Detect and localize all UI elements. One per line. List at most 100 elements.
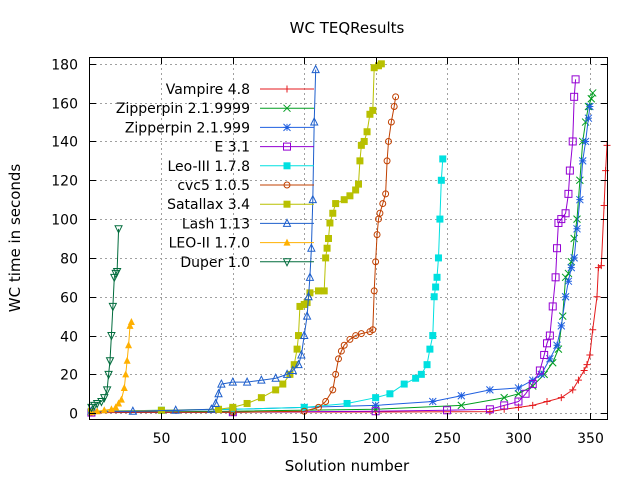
data-point xyxy=(426,345,434,353)
data-point xyxy=(112,403,120,411)
data-point xyxy=(128,406,138,415)
data-point xyxy=(371,401,380,410)
x-tick-label: 200 xyxy=(363,431,390,447)
legend-label: Vampire 4.8 xyxy=(166,82,250,98)
data-point xyxy=(528,380,537,389)
data-point xyxy=(115,399,123,407)
legend-label: E 3.1 xyxy=(214,140,250,156)
data-point xyxy=(429,332,437,340)
y-axis-label: WC time in seconds xyxy=(6,164,24,313)
legend-entry: Leo-III 1.7.8 xyxy=(167,159,314,175)
data-point xyxy=(305,272,315,281)
data-point xyxy=(540,350,549,359)
data-point xyxy=(92,399,102,409)
x-tick-label: 300 xyxy=(505,431,532,447)
legend-entry: Zipperpin 2.1.9999 xyxy=(116,101,314,117)
data-point xyxy=(257,375,266,384)
data-point xyxy=(574,376,582,384)
data-point xyxy=(576,176,584,185)
data-point xyxy=(385,137,392,145)
data-point xyxy=(514,397,523,406)
data-point xyxy=(412,374,420,382)
data-point xyxy=(430,293,438,301)
legend-label: Satallax 3.4 xyxy=(167,197,250,213)
data-point xyxy=(122,370,130,378)
data-point xyxy=(561,273,570,282)
data-point xyxy=(302,311,312,320)
data-point xyxy=(573,215,581,223)
data-point xyxy=(286,370,294,378)
data-point xyxy=(580,366,588,374)
data-point xyxy=(123,356,131,364)
data-point xyxy=(439,155,447,163)
data-point xyxy=(593,293,601,301)
y-tick-label: 60 xyxy=(60,291,78,307)
data-point xyxy=(570,92,579,101)
data-point xyxy=(340,341,348,349)
x-tick-label: 150 xyxy=(291,431,318,447)
data-point xyxy=(400,380,408,388)
data-point xyxy=(120,383,128,391)
x-axis-label: Solution number xyxy=(285,457,410,475)
data-point xyxy=(369,326,377,334)
data-point xyxy=(346,335,354,343)
data-point xyxy=(214,388,223,398)
data-point xyxy=(293,345,301,353)
data-point xyxy=(548,358,557,367)
data-point xyxy=(346,192,354,200)
x-tick-label: 350 xyxy=(577,431,604,447)
data-point xyxy=(337,347,345,355)
legend-entry: Duper 1.0 xyxy=(180,255,314,271)
y-tick-label: 180 xyxy=(51,58,78,74)
data-point xyxy=(548,302,557,311)
data-point xyxy=(112,267,122,277)
data-point xyxy=(207,404,216,413)
legend-entry: Zipperpin 2.1.999 xyxy=(125,120,314,136)
data-point xyxy=(279,380,287,388)
series-line xyxy=(91,106,591,413)
data-point xyxy=(576,195,584,204)
data-point xyxy=(322,398,330,406)
data-point xyxy=(545,331,554,340)
data-point xyxy=(104,370,113,380)
data-point xyxy=(457,401,466,410)
data-point xyxy=(529,401,537,409)
y-tick-label: 140 xyxy=(51,135,78,151)
data-point xyxy=(557,394,565,402)
data-point xyxy=(567,263,576,272)
data-point xyxy=(311,64,320,74)
data-point xyxy=(303,299,311,307)
data-point xyxy=(373,231,381,239)
legend-marker xyxy=(282,218,292,227)
legend-entry: cvc5 1.0.5 xyxy=(177,178,314,194)
data-point xyxy=(294,359,303,369)
data-point xyxy=(100,406,108,414)
data-point xyxy=(108,302,118,312)
data-point xyxy=(553,244,562,253)
data-point xyxy=(557,321,566,330)
y-tick-label: 120 xyxy=(51,174,78,190)
data-point xyxy=(386,390,394,398)
legend-marker xyxy=(283,123,291,132)
data-point xyxy=(99,394,109,403)
data-point xyxy=(340,196,348,204)
data-point xyxy=(543,339,552,348)
legend-marker xyxy=(283,142,291,151)
data-point xyxy=(306,289,314,297)
data-point xyxy=(433,273,441,281)
series-line xyxy=(91,145,608,413)
legend-label: LEO-II 1.7.0 xyxy=(169,236,250,252)
data-point xyxy=(553,341,561,350)
data-point xyxy=(354,180,362,188)
series-7 xyxy=(87,64,320,415)
data-point xyxy=(171,405,181,414)
data-point xyxy=(315,403,322,411)
data-point xyxy=(551,273,560,282)
data-point xyxy=(360,137,368,145)
series-line xyxy=(91,96,397,413)
data-point xyxy=(102,386,112,396)
series-2 xyxy=(87,102,594,417)
data-point xyxy=(569,386,577,394)
data-point xyxy=(352,186,360,194)
y-tick-label: 80 xyxy=(60,252,78,268)
